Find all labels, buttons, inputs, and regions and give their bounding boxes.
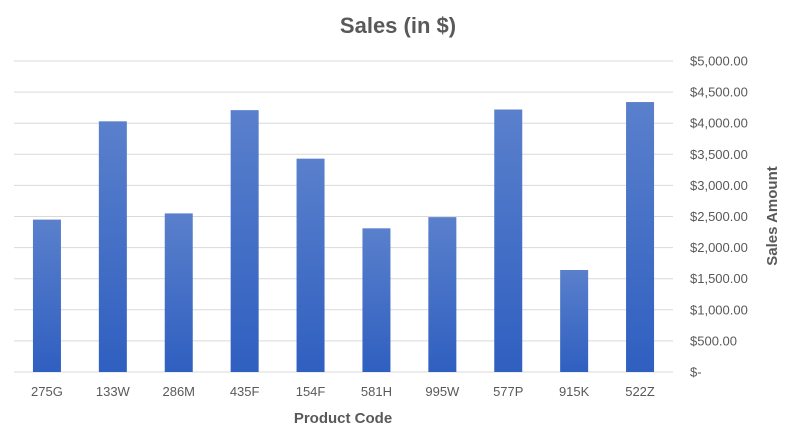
y-tick-label: $1,500.00 [690,271,748,286]
bars [32,102,655,373]
x-tick-label: 522Z [625,384,655,399]
bar-581H [362,228,391,372]
x-tick-label: 435F [230,384,260,399]
y-tick-label: $2,000.00 [690,240,748,255]
bar-995W [428,217,457,372]
bar-577P [494,109,523,373]
x-tick-label: 995W [425,384,460,399]
y-axis-title: Sales Amount [764,166,781,265]
y-tick-label: $1,000.00 [690,302,748,317]
x-tick-label: 154F [296,384,326,399]
y-tick-label: $3,500.00 [690,147,748,162]
bar-435F [230,110,259,372]
bar-522Z [626,102,655,372]
bar-286M [164,213,193,372]
bar-133W [98,121,127,372]
y-tick-label: $4,000.00 [690,116,748,131]
x-tick-label: 581H [361,384,392,399]
chart-title: Sales (in $) [340,13,456,38]
y-tick-label: $2,500.00 [690,209,748,224]
y-tick-label: $5,000.00 [690,54,748,69]
x-tick-label: 915K [559,384,590,399]
y-tick-label: $4,500.00 [690,85,748,100]
bar-915K [560,269,589,372]
x-axis-title: Product Code [294,410,392,427]
x-tick-label: 286M [162,384,195,399]
y-tick-label: $3,000.00 [690,178,748,193]
x-tick-label: 275G [31,384,63,399]
bar-275G [32,219,61,372]
y-tick-label: $- [690,365,702,380]
x-tick-label: 133W [96,384,131,399]
bar-154F [296,158,325,372]
y-tick-label: $500.00 [690,333,737,348]
x-axis-ticks: 275G 133W 286M 435F 154F 581H 995W 577P 915K 522Z [31,384,655,399]
x-tick-label: 577P [493,384,523,399]
y-axis-ticks: $- $500.00 $1,000.00 $1,500.00 $2,000.00 $2,5… [690,54,748,380]
